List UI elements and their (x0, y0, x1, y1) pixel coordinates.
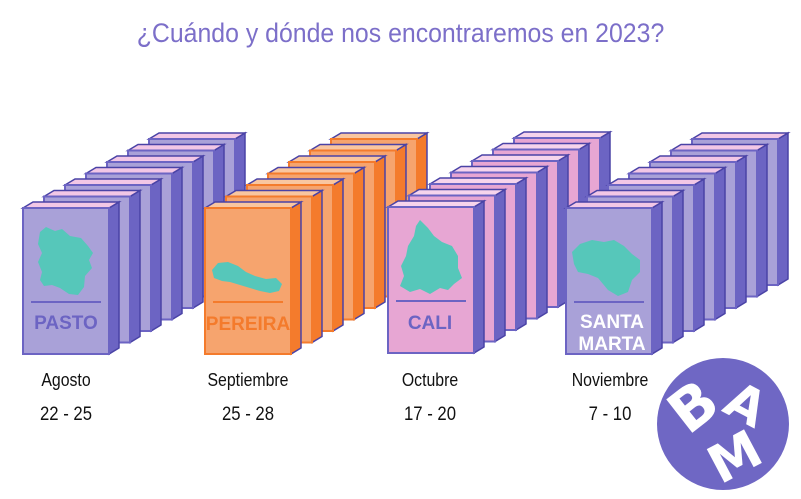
event-dates: 7 - 10 (588, 404, 632, 425)
city-label-santa: SANTA (580, 312, 644, 333)
event-caption-pasto: Agosto 22 - 25 (0, 370, 136, 426)
event-dates: 22 - 25 (39, 404, 93, 425)
bam-logo-icon: B A M (655, 357, 790, 496)
domino-card-front (563, 200, 665, 356)
event-dates: 17 - 20 (403, 404, 457, 425)
event-dates: 25 - 28 (221, 404, 275, 425)
event-caption-pereira: Septiembre 25 - 28 (178, 370, 319, 426)
santa-marta-map-icon (572, 240, 640, 296)
city-label-pereira: PEREIRA (206, 314, 291, 335)
event-month: Agosto (41, 370, 91, 390)
event-month: Octubre (401, 370, 459, 390)
event-caption-santa-marta: Noviembre 7 - 10 (540, 370, 681, 426)
event-caption-cali: Octubre 17 - 20 (360, 370, 501, 426)
event-month: Noviembre (571, 370, 649, 390)
pasto-map-icon (38, 227, 93, 295)
city-label-cali: CALI (408, 313, 452, 334)
city-label-marta: MARTA (578, 334, 645, 355)
domino-card-front (20, 200, 122, 356)
event-month: Septiembre (207, 370, 289, 390)
city-label-pasto: PASTO (34, 313, 98, 334)
cali-map-icon (400, 220, 462, 294)
pereira-map-icon (212, 262, 282, 293)
page-title: ¿Cuándo y dónde nos encontraremos en 202… (136, 18, 665, 48)
